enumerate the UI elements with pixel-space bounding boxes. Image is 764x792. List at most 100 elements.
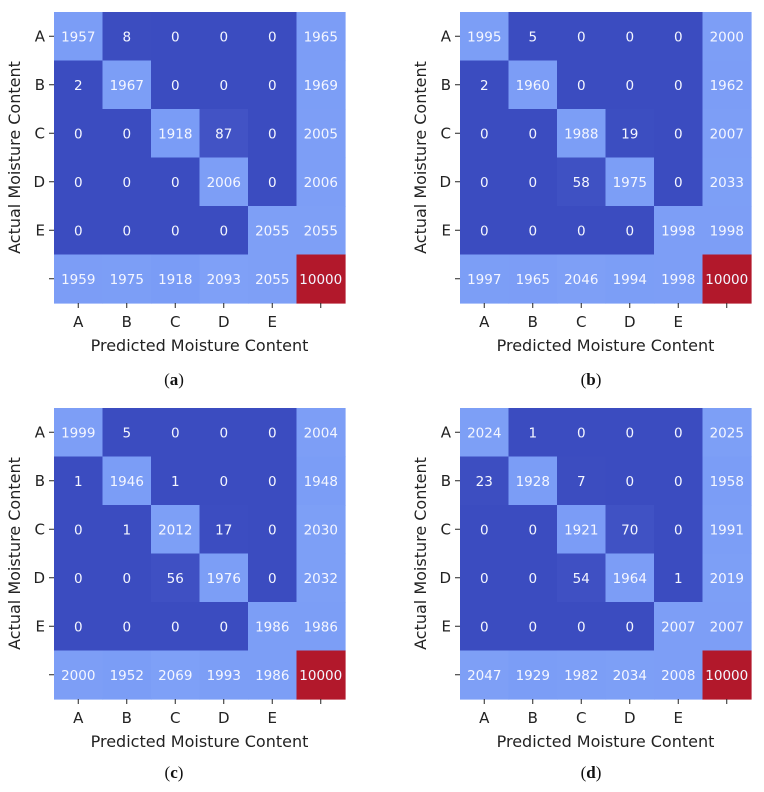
heatmap-cell: [508, 109, 558, 159]
cell-value-label: 0: [219, 619, 228, 635]
heatmap-cell: [702, 650, 752, 700]
heatmap-cell: [702, 254, 752, 304]
heatmap-cell: [654, 157, 704, 207]
heatmap-cell: [508, 157, 558, 207]
cell-value-label: 1986: [255, 668, 289, 684]
cell-value-label: 19: [621, 126, 638, 142]
heatmap-cell: [248, 12, 298, 62]
x-tick-label: C: [170, 709, 180, 727]
confusion-matrix-panel-b: 1995 5 0 0 0 2000 2 1960 0 0 0 1962 0 0 1988 19 0 2007 0 0 5…: [406, 0, 764, 396]
heatmap-cell: [508, 12, 558, 62]
heatmap-cell: [199, 505, 249, 555]
heatmap-cell: [557, 456, 607, 506]
cell-value-label: 1964: [613, 571, 647, 587]
heatmap-cell: [460, 650, 510, 700]
heatmap-cell: [508, 602, 558, 652]
cell-value-label: 2008: [661, 668, 695, 684]
cell-value-label: 2024: [467, 425, 501, 441]
heatmap-cell: [654, 109, 704, 159]
heatmap-cell: [199, 408, 249, 458]
heatmap-cell: [605, 60, 655, 110]
heatmap-cell: [248, 602, 298, 652]
x-tick-label: D: [218, 709, 230, 727]
heatmap-cell: [248, 505, 298, 555]
cell-value-label: 2007: [661, 619, 695, 635]
x-tick-label: E: [674, 709, 683, 727]
heatmap-cell: [248, 408, 298, 458]
cell-value-label: 1999: [61, 425, 95, 441]
cell-value-label: 58: [573, 175, 590, 191]
heatmap-cell: [605, 408, 655, 458]
y-tick-label: D: [439, 173, 451, 191]
heatmap-cell: [199, 12, 249, 62]
heatmap-cell: [508, 456, 558, 506]
heatmap-a: 1957 8 0 0 0 1965 2 1967 0 0 0 1969 0 0 1918 87 0 2005 0 0 0…: [5, 12, 346, 355]
cell-value-label: 2055: [255, 223, 289, 239]
cell-value-label: 0: [74, 619, 83, 635]
heatmap-cell: [102, 60, 152, 110]
heatmap-cell: [296, 12, 346, 62]
heatmap-cell: [654, 60, 704, 110]
cell-value-label: 1928: [516, 474, 550, 490]
caption-letter: d: [586, 763, 596, 782]
heatmap-cell: [654, 650, 704, 700]
confusion-matrix-panel-a: 1957 8 0 0 0 1965 2 1967 0 0 0 1969 0 0 1918 87 0 2005 0 0 0…: [0, 0, 382, 396]
y-axis-label: Actual Moisture Content: [411, 61, 430, 254]
heatmap-cell: [557, 505, 607, 555]
heatmap-cell: [654, 12, 704, 62]
x-tick-label: D: [624, 709, 636, 727]
cell-value-label: 2030: [304, 522, 338, 538]
cell-value-label: 1918: [158, 126, 192, 142]
caption-d: (d): [580, 763, 602, 782]
heatmap-cell: [460, 109, 510, 159]
cell-value-label: 1952: [110, 668, 144, 684]
cell-value-label: 0: [480, 522, 489, 538]
heatmap-cell: [102, 650, 152, 700]
x-axis-label: Predicted Moisture Content: [91, 336, 309, 355]
cell-value-label: 2047: [467, 668, 501, 684]
cell-value-label: 0: [674, 175, 683, 191]
heatmap-cell: [460, 456, 510, 506]
heatmap-cell: [654, 553, 704, 603]
heatmap-cell: [54, 206, 104, 256]
cell-value-label: 0: [122, 175, 131, 191]
y-axis-label: Actual Moisture Content: [411, 457, 430, 650]
heatmap-cell: [702, 206, 752, 256]
cell-value-label: 2025: [710, 425, 744, 441]
cell-value-label: 0: [268, 78, 277, 94]
heatmap-cell: [557, 12, 607, 62]
heatmap-cell: [702, 408, 752, 458]
cell-value-label: 0: [674, 474, 683, 490]
heatmap-cell: [605, 602, 655, 652]
heatmap-cell: [151, 109, 201, 159]
cell-value-label: 0: [122, 223, 131, 239]
heatmap-cell: [605, 650, 655, 700]
cell-value-label: 1: [528, 425, 537, 441]
heatmap-cell: [54, 12, 104, 62]
cell-value-label: 0: [528, 522, 537, 538]
cell-value-label: 2: [480, 78, 489, 94]
heatmap-cell: [199, 60, 249, 110]
cell-value-label: 0: [528, 223, 537, 239]
cell-value-label: 1969: [304, 78, 338, 94]
y-axis-label: Actual Moisture Content: [5, 457, 24, 650]
cell-value-label: 0: [625, 619, 634, 635]
heatmap-cell: [54, 157, 104, 207]
heatmap-cell: [199, 602, 249, 652]
cell-value-label: 0: [268, 29, 277, 45]
heatmap-cell: [151, 157, 201, 207]
heatmap-cell: [654, 602, 704, 652]
cell-value-label: 1997: [467, 272, 501, 288]
cell-value-label: 1995: [467, 29, 501, 45]
cell-value-label: 0: [74, 175, 83, 191]
cell-value-label: 1: [74, 474, 83, 490]
heatmap-cell: [557, 408, 607, 458]
heatmap-cell: [296, 408, 346, 458]
heatmap-cell: [248, 553, 298, 603]
x-axis-label: Predicted Moisture Content: [497, 336, 715, 355]
cell-value-label: 2000: [710, 29, 744, 45]
heatmap-cell: [702, 60, 752, 110]
heatmap-cell: [151, 12, 201, 62]
heatmap-cell: [151, 408, 201, 458]
caption-c: (c): [164, 763, 184, 782]
